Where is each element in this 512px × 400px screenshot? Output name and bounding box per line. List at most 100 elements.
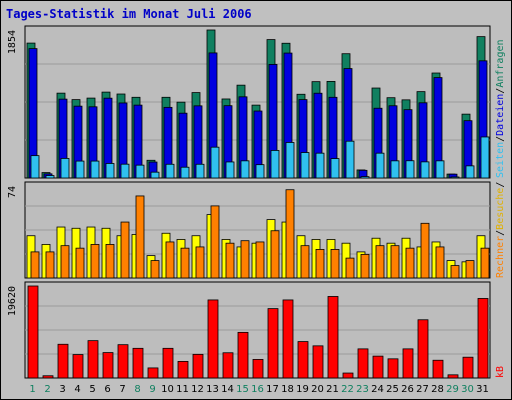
bar-rechner-day-10 xyxy=(165,241,175,279)
x-tick-label-day-20: 20 xyxy=(311,384,324,395)
bar-rechner-day-12 xyxy=(195,246,205,279)
bar-kb-day-28 xyxy=(432,359,444,379)
legend-entry: kB xyxy=(495,366,506,378)
bar-seiten-day-23 xyxy=(360,176,370,179)
legend-panel-1: Rechner/Besuche/ xyxy=(495,182,506,278)
bar-seiten-day-28 xyxy=(435,160,445,179)
bar-rechner-day-26 xyxy=(405,247,415,279)
bar-seiten-day-19 xyxy=(300,152,310,179)
bar-rechner-day-30 xyxy=(465,260,475,279)
bar-kb-day-2 xyxy=(42,375,54,379)
bar-seiten-day-14 xyxy=(225,161,235,179)
bar-seiten-day-8 xyxy=(135,164,145,179)
bar-kb-day-6 xyxy=(102,352,114,379)
bar-kb-day-27 xyxy=(417,319,429,379)
bar-kb-day-22 xyxy=(342,372,354,379)
x-tick-label-day-11: 11 xyxy=(176,384,189,395)
bar-kb-day-21 xyxy=(327,296,339,379)
x-tick-label-day-17: 17 xyxy=(266,384,279,395)
x-tick-label-day-15: 15 xyxy=(236,384,249,395)
bar-kb-day-16 xyxy=(252,359,264,379)
legend-entry: Dateien xyxy=(495,94,506,136)
x-tick-label-day-4: 4 xyxy=(74,384,80,395)
bar-seiten-day-22 xyxy=(345,140,355,179)
bar-rechner-day-4 xyxy=(75,247,85,279)
bar-kb-day-31 xyxy=(477,298,489,379)
bar-seiten-day-15 xyxy=(240,160,250,179)
bar-rechner-day-24 xyxy=(375,245,385,279)
bar-rechner-day-11 xyxy=(180,247,190,279)
bar-kb-day-19 xyxy=(297,341,309,379)
bar-kb-day-17 xyxy=(267,308,279,379)
bar-kb-day-4 xyxy=(72,354,84,379)
bar-seiten-day-3 xyxy=(60,158,70,179)
bar-kb-day-24 xyxy=(372,355,384,379)
bar-seiten-day-20 xyxy=(315,152,325,179)
x-tick-label-day-27: 27 xyxy=(416,384,429,395)
bar-rechner-day-16 xyxy=(255,241,265,279)
x-tick-label-day-13: 13 xyxy=(206,384,219,395)
bar-rechner-day-9 xyxy=(150,260,160,279)
x-tick-label-day-3: 3 xyxy=(59,384,65,395)
bar-seiten-day-31 xyxy=(480,136,490,179)
bar-seiten-day-4 xyxy=(75,160,85,179)
bar-rechner-day-2 xyxy=(45,251,55,279)
x-tick-label-day-25: 25 xyxy=(386,384,399,395)
x-tick-label-day-12: 12 xyxy=(191,384,204,395)
panel-2-ymax-label: 19620 xyxy=(7,286,18,316)
bar-rechner-day-1 xyxy=(30,251,40,279)
x-tick-label-day-26: 26 xyxy=(401,384,414,395)
x-tick-label-day-29: 29 xyxy=(446,384,459,395)
bar-kb-day-10 xyxy=(162,347,174,379)
legend-panel-0: Seiten/Dateien/Anfragen xyxy=(495,39,506,178)
x-tick-label-day-1: 1 xyxy=(29,384,35,395)
bar-seiten-day-30 xyxy=(465,165,475,179)
bar-seiten-day-5 xyxy=(90,160,100,179)
bar-kb-day-18 xyxy=(282,299,294,379)
panel-0-ymax-label: 1854 xyxy=(7,30,18,54)
bar-kb-day-23 xyxy=(357,348,369,379)
bar-kb-day-15 xyxy=(237,331,249,379)
x-tick-label-day-22: 22 xyxy=(341,384,354,395)
bar-seiten-day-1 xyxy=(30,155,40,179)
legend-entry: / xyxy=(495,182,506,188)
bar-seiten-day-24 xyxy=(375,152,385,179)
x-tick-label-day-8: 8 xyxy=(134,384,140,395)
bar-kb-day-7 xyxy=(117,344,129,379)
bar-rechner-day-7 xyxy=(120,221,130,279)
bar-seiten-day-21 xyxy=(330,158,340,179)
bar-kb-day-29 xyxy=(447,374,459,379)
bar-seiten-day-26 xyxy=(405,160,415,179)
x-tick-label-day-7: 7 xyxy=(119,384,125,395)
bar-kb-day-9 xyxy=(147,367,159,379)
bar-rechner-day-8 xyxy=(135,195,145,279)
bar-seiten-day-6 xyxy=(105,163,115,179)
x-tick-label-day-30: 30 xyxy=(461,384,474,395)
bar-kb-day-12 xyxy=(192,353,204,379)
x-tick-label-day-2: 2 xyxy=(44,384,50,395)
bar-rechner-day-29 xyxy=(450,265,460,279)
bar-seiten-day-9 xyxy=(150,171,160,179)
bar-kb-day-25 xyxy=(387,358,399,379)
chart-panels: 1854 74 19620 xyxy=(7,25,491,379)
bar-seiten-day-16 xyxy=(255,164,265,179)
bar-rechner-day-20 xyxy=(315,249,325,279)
bar-kb-day-1 xyxy=(27,285,39,379)
bar-kb-day-8 xyxy=(132,347,144,379)
x-axis-day-labels: 1 2 3 4 5 6 7 8 9 10 11 12 13 14 15 16 17 18 19 20 21 22 23 24 2… xyxy=(29,384,489,395)
x-tick-label-day-5: 5 xyxy=(89,384,95,395)
legend-entry: / xyxy=(495,88,506,94)
bar-rechner-day-6 xyxy=(105,244,115,279)
bar-seiten-day-25 xyxy=(390,160,400,179)
bar-seiten-day-10 xyxy=(165,163,175,179)
bar-kb-day-20 xyxy=(312,345,324,379)
legend-entry: Besuche xyxy=(495,188,506,230)
bar-seiten-day-7 xyxy=(120,163,130,179)
legend-entry: Anfragen xyxy=(495,39,506,87)
bar-rechner-day-25 xyxy=(390,245,400,279)
bar-seiten-day-27 xyxy=(420,161,430,179)
bar-seiten-day-2 xyxy=(45,175,55,179)
right-legend: Seiten/Dateien/Anfragen Rechner/Besuche/k… xyxy=(495,39,506,378)
x-tick-label-day-23: 23 xyxy=(356,384,369,395)
